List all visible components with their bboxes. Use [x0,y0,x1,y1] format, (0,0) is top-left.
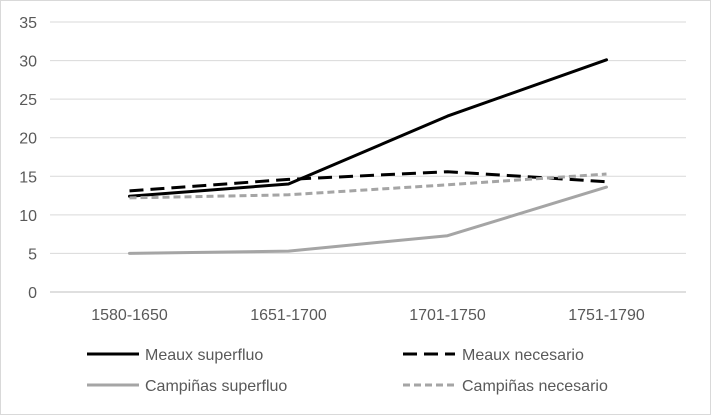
y-tick-label: 15 [19,169,37,186]
series-line-2 [128,185,608,255]
y-tick-label: 25 [19,92,37,109]
legend: Meaux superfluo Meaux necesario Campiñas s… [87,347,608,395]
legend-label-2: Campiñas superfluo [145,378,287,395]
legend-label-1: Meaux necesario [462,347,584,364]
legend-label-0: Meaux superfluo [145,347,263,364]
x-tick-labels: 1580-1650 1651-1700 1701-1750 1751-1790 [91,307,645,324]
gridlines [50,21,686,254]
series-line-3 [129,172,607,200]
y-tick-label: 35 [19,15,37,32]
y-tick-label: 30 [19,54,37,71]
x-tick-label: 1751-1790 [568,307,645,324]
series-line-1 [129,170,607,193]
y-tick-labels: 0 5 10 15 20 25 30 35 [19,15,37,302]
y-tick-label: 10 [19,208,37,225]
y-tick-label: 0 [28,285,37,302]
series-line-0 [128,58,608,198]
legend-label-3: Campiñas necesario [462,378,608,395]
y-tick-label: 20 [19,131,37,148]
y-tick-label: 5 [28,246,37,263]
x-tick-label: 1580-1650 [91,307,168,324]
series-lines [128,58,608,255]
x-tick-label: 1701-1750 [409,307,486,324]
x-tick-label: 1651-1700 [250,307,327,324]
